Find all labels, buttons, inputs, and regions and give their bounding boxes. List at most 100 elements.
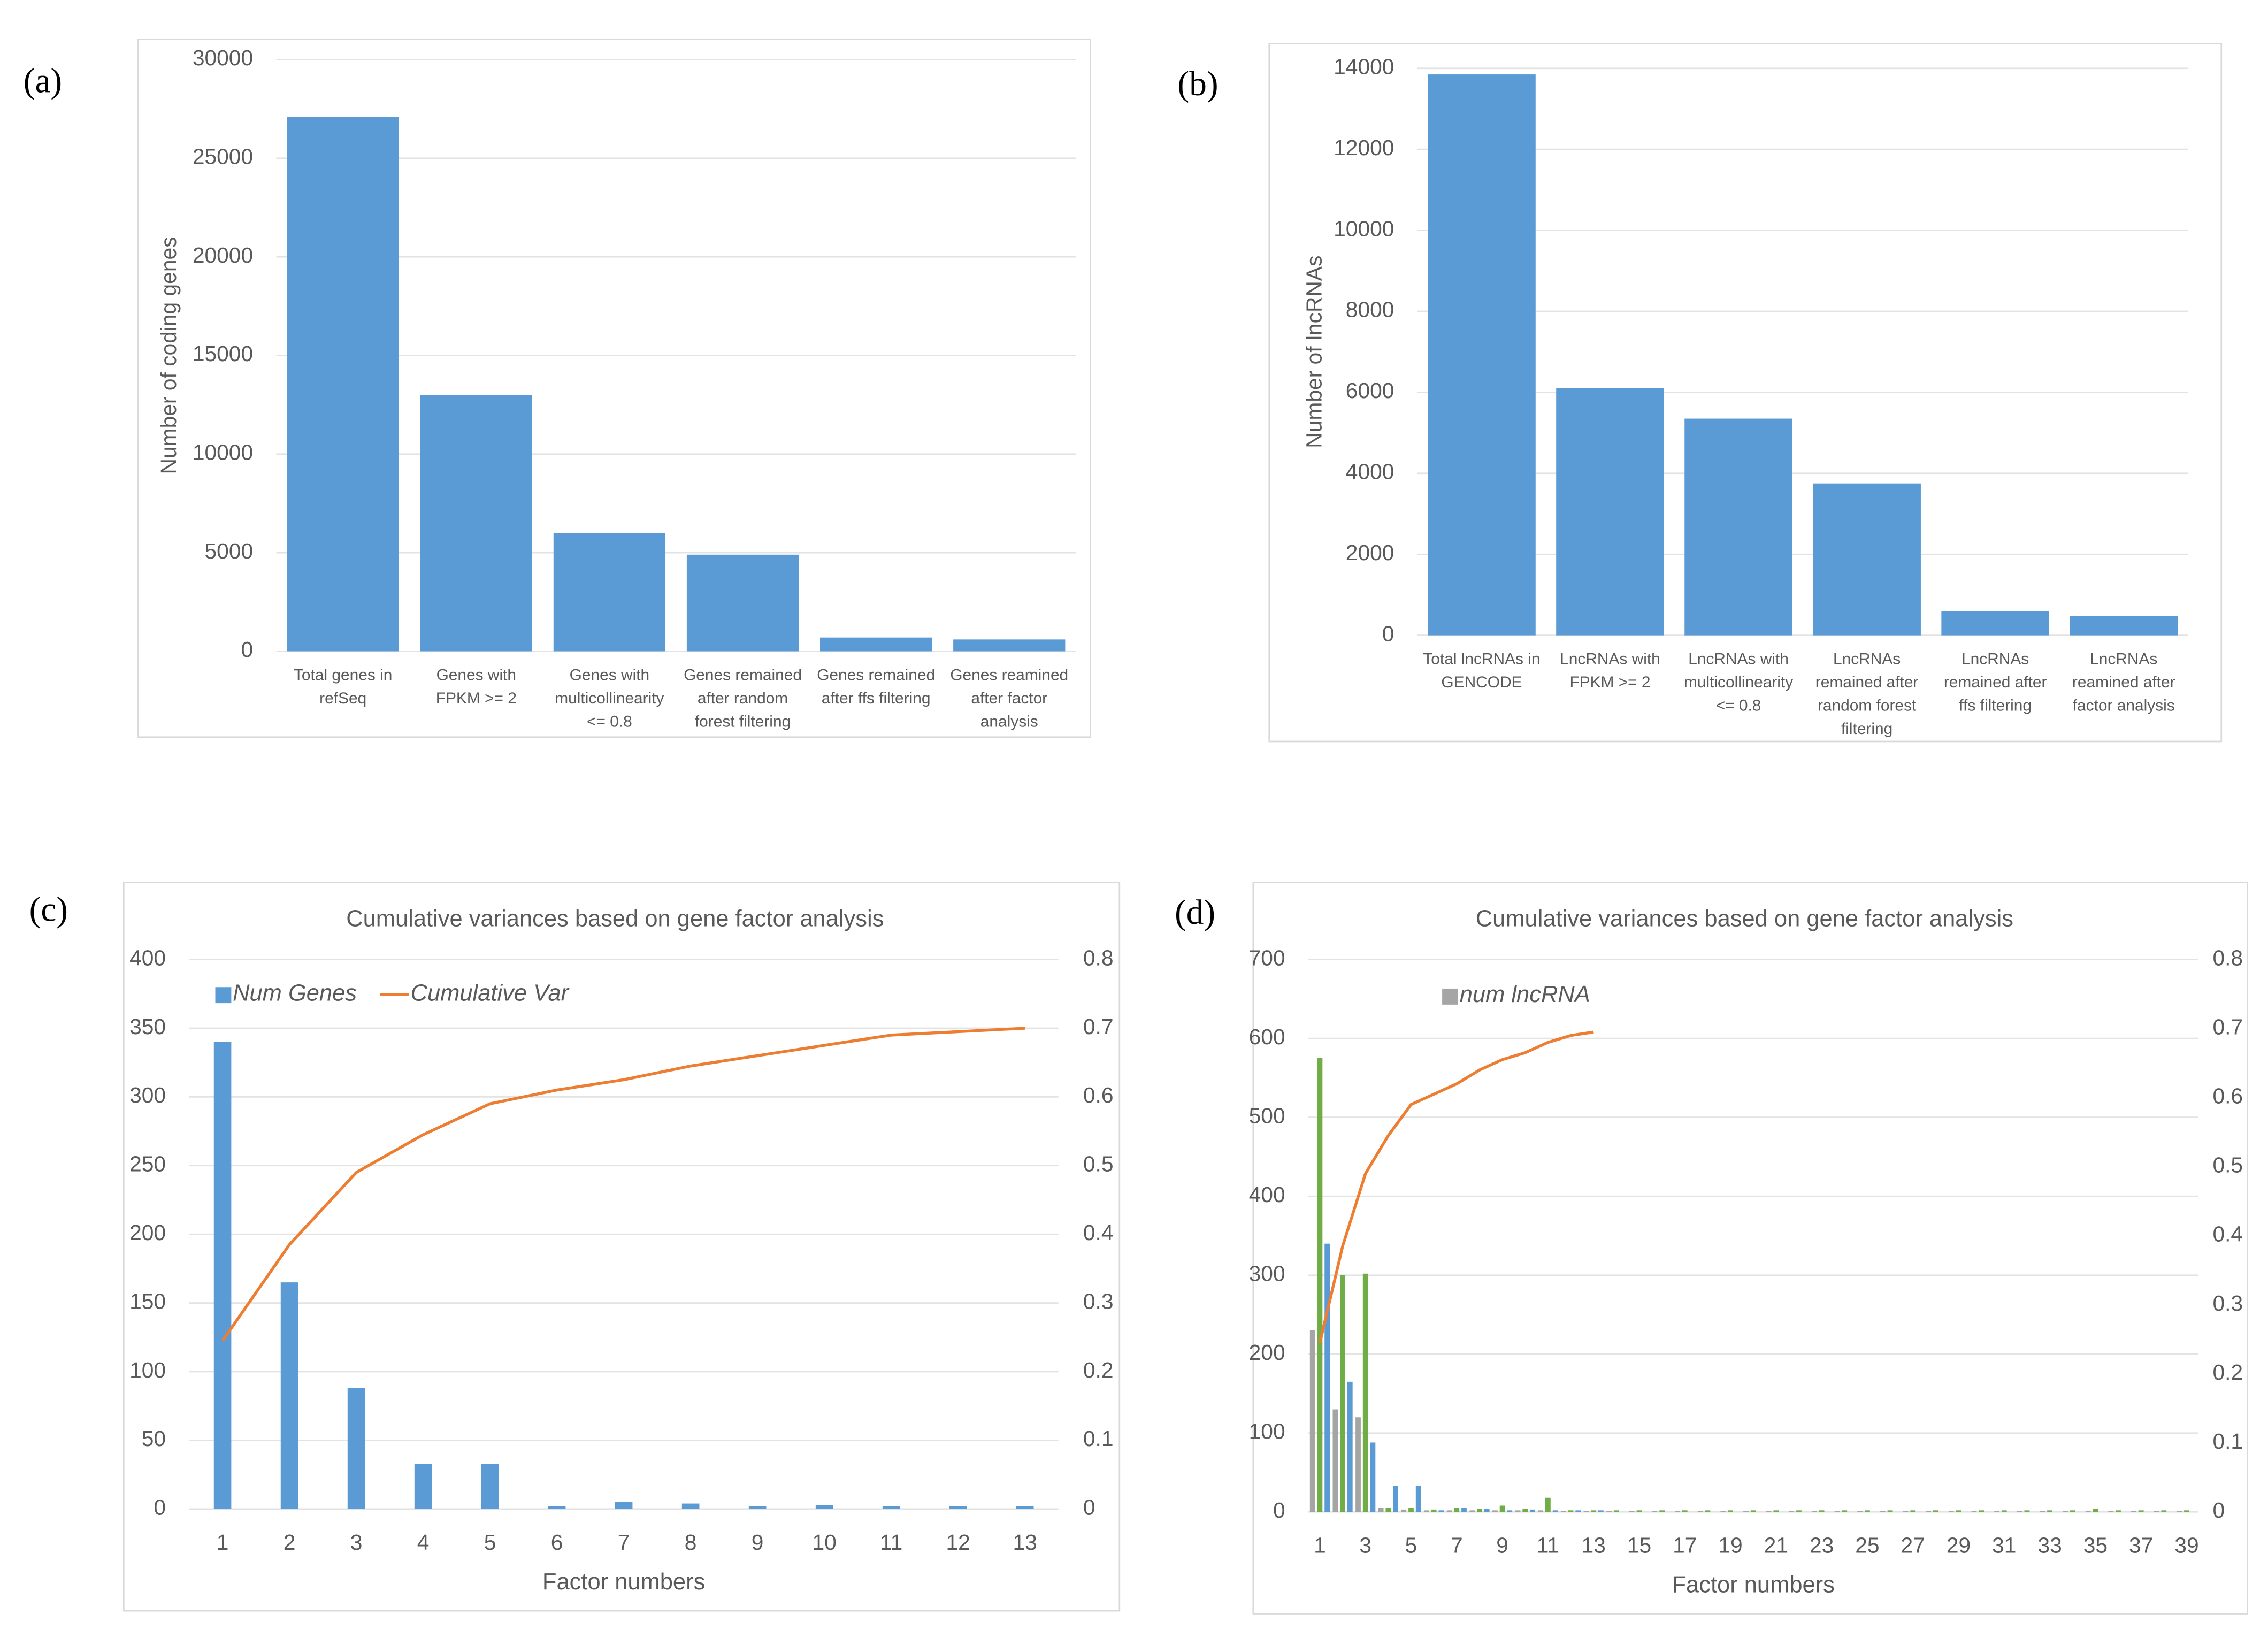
x-tick-label: 7 (1451, 1533, 1463, 1557)
x-tick-label: Genes reamined (950, 667, 1068, 684)
bar (2047, 1510, 2052, 1512)
bar (2131, 1511, 2136, 1512)
x-tick-label: 21 (1764, 1533, 1788, 1557)
y-tick-label: 200 (129, 1220, 166, 1245)
bar (1556, 388, 1664, 636)
bar (1370, 1442, 1376, 1512)
bar (1773, 1510, 1779, 1512)
bar (2070, 1510, 2075, 1512)
bar (1530, 1509, 1535, 1512)
x-tick-label: 8 (685, 1530, 697, 1555)
bar (1789, 1511, 1795, 1512)
bar (1484, 1509, 1490, 1512)
bar (1560, 1511, 1566, 1512)
bar (2093, 1509, 2098, 1512)
x-tick-label: after random (698, 690, 788, 707)
y-tick-label: 10000 (193, 440, 253, 465)
x-tick-label: 15 (1627, 1533, 1651, 1557)
bar (1477, 1509, 1482, 1512)
x-tick-label: 1 (1314, 1533, 1326, 1557)
y-axis-label: Number of coding genes (156, 236, 181, 474)
x-tick-label: 39 (2174, 1533, 2198, 1557)
y-tick-label: 6000 (1346, 378, 1394, 403)
bar (2161, 1510, 2167, 1512)
bar (2017, 1511, 2022, 1512)
bar (1415, 1486, 1421, 1512)
x-tick-label: LncRNAs with (1688, 651, 1789, 668)
bar (2070, 616, 2178, 636)
bar (686, 554, 799, 652)
legend-swatch (215, 987, 232, 1004)
bar (1317, 1058, 1323, 1512)
bar (1507, 1510, 1513, 1512)
x-tick-label: 3 (350, 1530, 363, 1555)
panel-label: (b) (1178, 65, 1219, 103)
x-tick-label: 35 (2083, 1533, 2108, 1557)
bar (1956, 1510, 1961, 1512)
bar (1568, 1510, 1574, 1512)
bar (420, 395, 532, 652)
x-tick-label: LncRNAs (1961, 651, 2029, 668)
x-tick-label: remained after (1944, 674, 2047, 691)
panel-frame (1252, 882, 2249, 1615)
y2-tick-label: 0.8 (2212, 945, 2243, 970)
bar (1728, 1510, 1733, 1512)
x-tick-label: 9 (752, 1530, 764, 1555)
panel-label: (a) (24, 62, 62, 101)
x-tick-label: FPKM >= 2 (436, 690, 517, 707)
x-tick-label: reamined after (2072, 674, 2175, 691)
y-tick-label: 25000 (193, 144, 253, 169)
y2-tick-label: 0.1 (1083, 1426, 1114, 1451)
bar (2138, 1510, 2144, 1512)
y-tick-label: 10000 (1334, 216, 1394, 241)
y-tick-label: 600 (1249, 1024, 1285, 1049)
x-tick-label: 13 (1013, 1530, 1037, 1555)
y-tick-label: 100 (1249, 1419, 1285, 1444)
bar (1428, 74, 1536, 636)
x-tick-label: LncRNAs (2090, 651, 2157, 668)
bar (2184, 1510, 2189, 1512)
x-tick-label: 5 (484, 1530, 496, 1555)
bar (280, 1282, 298, 1509)
bar (1684, 418, 1792, 636)
x-axis-label: Factor numbers (542, 1569, 705, 1595)
x-tick-label: 33 (2037, 1533, 2062, 1557)
bar (1720, 1511, 1726, 1512)
y2-tick-label: 0.3 (2212, 1291, 2243, 1315)
x-tick-label: Genes with (436, 667, 516, 684)
y2-tick-label: 0.2 (2212, 1360, 2243, 1384)
y-axis-label: Number of lncRNAs (1301, 256, 1326, 448)
legend-swatch (1442, 988, 1459, 1005)
bar (1469, 1510, 1475, 1512)
x-tick-label: multicollinearity (1684, 674, 1793, 691)
y-tick-label: 0 (1273, 1498, 1285, 1523)
x-tick-label: <= 0.8 (587, 713, 632, 731)
bar (1492, 1510, 1498, 1512)
bar (1401, 1509, 1407, 1512)
bar (1887, 1510, 1893, 1512)
x-tick-label: 23 (1810, 1533, 1834, 1557)
bar (748, 1506, 767, 1509)
bar (1575, 1510, 1581, 1512)
legend-label: num lncRNA (1460, 982, 1590, 1007)
y2-tick-label: 0.6 (2212, 1084, 2243, 1108)
x-tick-label: Total genes in (294, 667, 392, 684)
bar (2116, 1510, 2121, 1512)
y-tick-label: 4000 (1346, 460, 1394, 484)
y-tick-label: 250 (129, 1152, 166, 1176)
panel-label: (c) (29, 891, 68, 929)
y-tick-label: 5000 (204, 539, 253, 563)
bar (1842, 1510, 1848, 1512)
x-tick-label: 11 (880, 1530, 902, 1555)
x-tick-label: 2 (284, 1530, 296, 1555)
bar (1813, 483, 1921, 636)
bar (953, 639, 1066, 652)
x-axis-label: Factor numbers (1672, 1572, 1834, 1597)
x-tick-label: Total lncRNAs in (1423, 651, 1540, 668)
bar (1454, 1508, 1460, 1512)
y2-tick-label: 0.5 (2212, 1153, 2243, 1177)
bar (1933, 1510, 1938, 1512)
x-tick-label: 6 (551, 1530, 563, 1555)
x-tick-label: 9 (1496, 1533, 1508, 1557)
bar (1697, 1511, 1703, 1512)
